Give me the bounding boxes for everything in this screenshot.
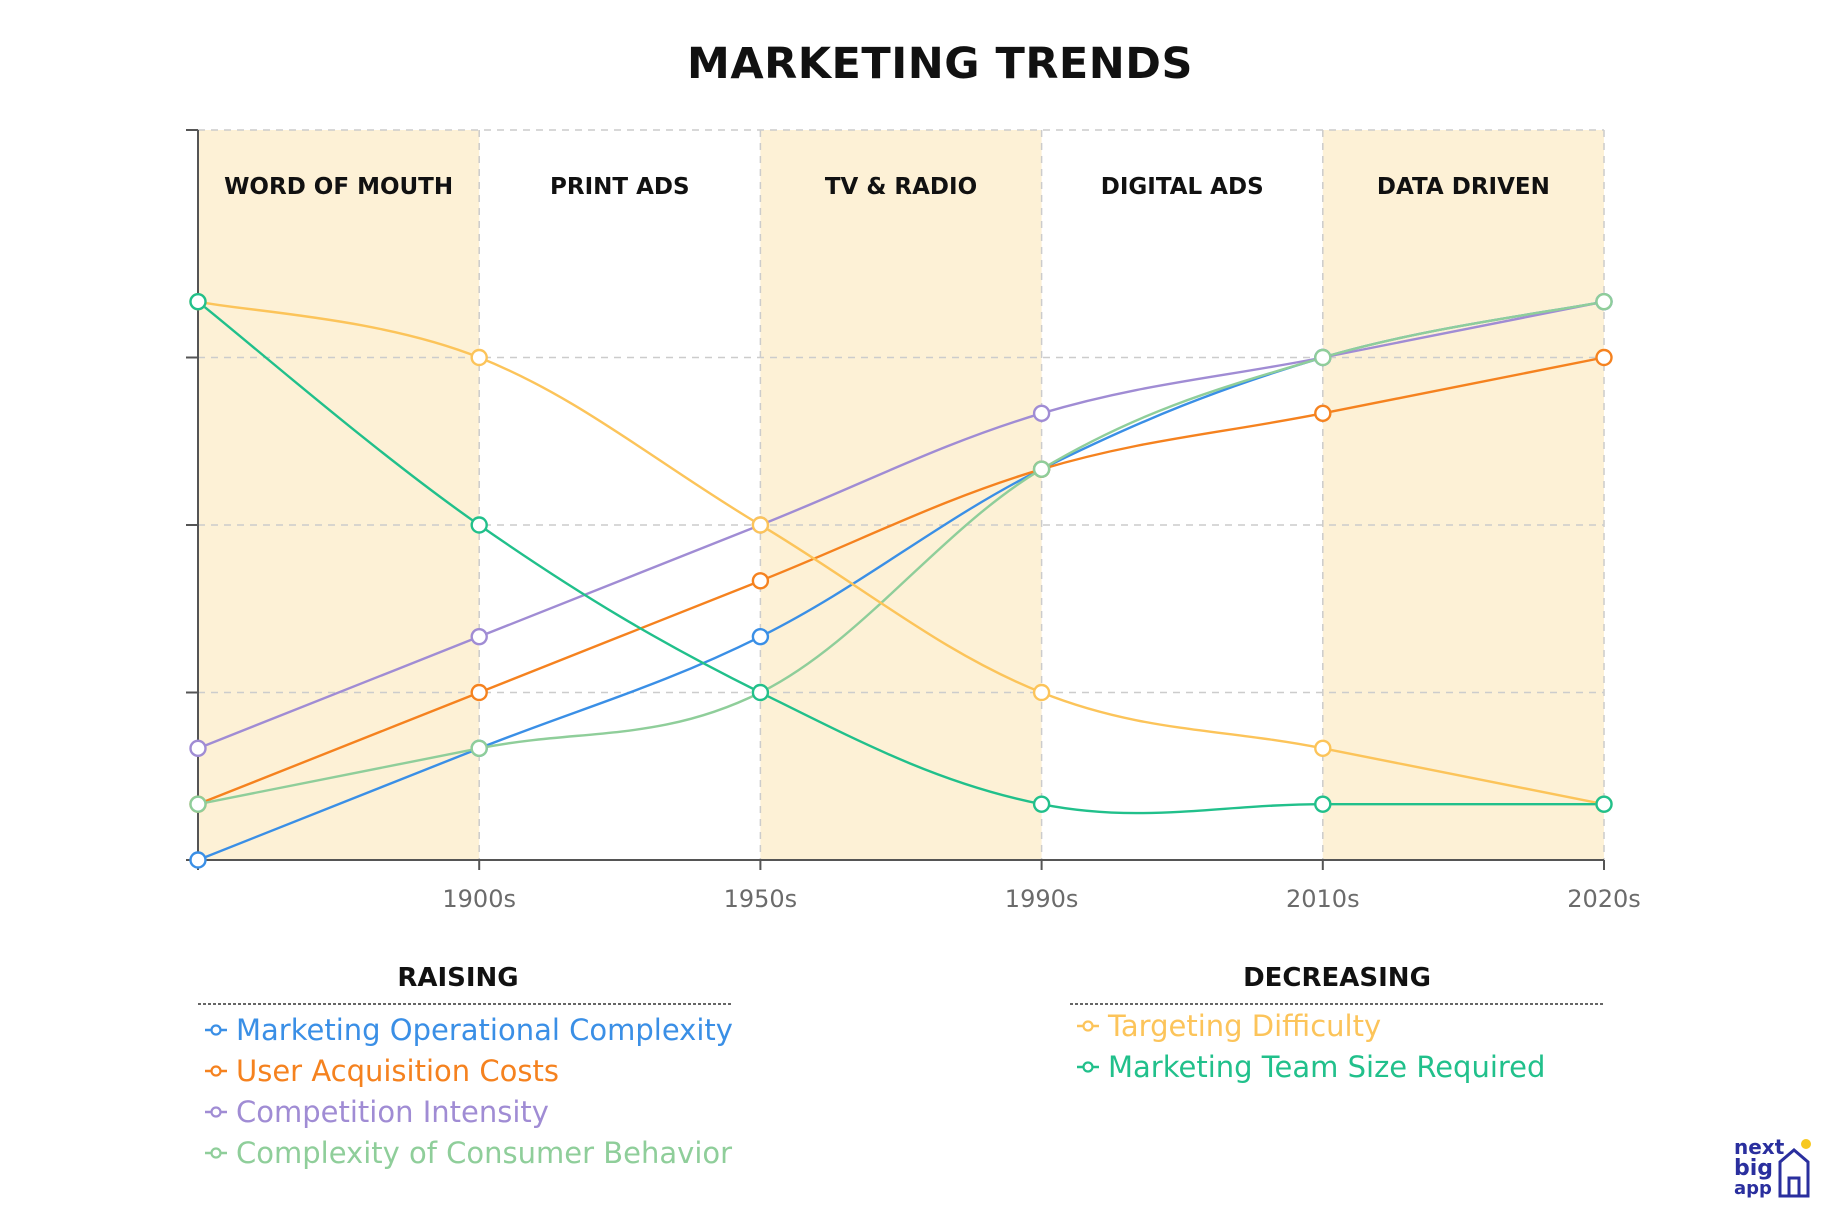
legend-label: Complexity of Consumer Behavior [236,1136,732,1170]
legend-items: Marketing Operational Complexity User Acq… [205,1009,1545,1170]
legend: RAISING DECREASING Marketing Operational… [198,963,1604,1170]
next-big-app-logo: next big app [1734,1135,1811,1199]
legend-label: Targeting Difficulty [1107,1009,1381,1043]
data-point [751,627,770,646]
data-point [189,292,207,311]
x-tick-label: 1950s [724,885,798,913]
era-label: DIGITAL ADS [1101,174,1264,200]
legend-heading-raising: RAISING [397,963,518,993]
data-point [189,851,207,869]
data-point [1032,683,1051,702]
series-line [197,300,1604,815]
x-tick-label: 2010s [1286,885,1360,913]
series-line [197,300,1605,806]
data-point [751,683,770,702]
data-point [1314,795,1332,813]
data-point [1314,348,1332,367]
era-band [198,130,480,860]
house-icon [1778,1148,1810,1198]
series-lines [189,292,1613,869]
data-point [1314,739,1332,758]
series-line [197,300,1605,750]
x-tick-label: 1990s [1005,885,1079,913]
data-point [1595,292,1613,311]
legend-label: Competition Intensity [236,1095,549,1129]
data-point [470,627,488,646]
sparkle-icon [1801,1139,1811,1149]
era-label: TV & RADIO [825,174,977,200]
era-label: DATA DRIVEN [1377,174,1550,200]
legend-label: Marketing Operational Complexity [236,1013,733,1047]
legend-swatch-marker [1082,1061,1094,1073]
legend-swatch-marker [210,1147,222,1159]
x-tick-label: 1900s [442,885,516,913]
legend-swatch-marker [1082,1020,1094,1032]
legend-swatch-marker [210,1024,222,1036]
series-line [197,300,1605,806]
data-point [470,516,488,534]
data-point [470,348,488,367]
data-point [189,795,207,813]
legend-heading-decreasing: DECREASING [1243,963,1431,993]
era-bands [198,130,1604,860]
x-tick-label: 2020s [1567,885,1641,913]
series-line [197,356,1605,806]
data-point [1314,404,1332,423]
logo-text-next: next [1734,1135,1785,1159]
era-labels: WORD OF MOUTH PRINT ADS TV & RADIO DIGITAL … [224,174,1550,200]
legend-swatch-marker [210,1106,222,1118]
data-point [470,739,488,758]
logo-text-app: app [1734,1178,1772,1199]
chart-title: MARKETING TRENDS [687,39,1193,89]
data-point [470,683,488,702]
era-band [1322,130,1604,860]
data-point [1032,795,1051,813]
axes [186,129,1605,870]
data-point [1032,460,1051,478]
legend-label: Marketing Team Size Required [1108,1050,1545,1084]
x-tick-labels: 1900s 1950s 1990s 2010s 2020s [442,885,1640,913]
era-label: PRINT ADS [550,174,690,200]
data-point [1032,404,1051,423]
legend-label: User Acquisition Costs [236,1054,559,1088]
data-point [1595,348,1613,367]
era-label: WORD OF MOUTH [224,174,453,200]
era-band [760,130,1042,860]
data-point [1595,795,1613,813]
data-point [189,739,207,758]
data-point [751,516,770,534]
logo-text-big: big [1734,1156,1773,1181]
legend-swatch-marker [210,1065,222,1077]
data-point [751,572,770,590]
grid-lines [198,129,1605,860]
